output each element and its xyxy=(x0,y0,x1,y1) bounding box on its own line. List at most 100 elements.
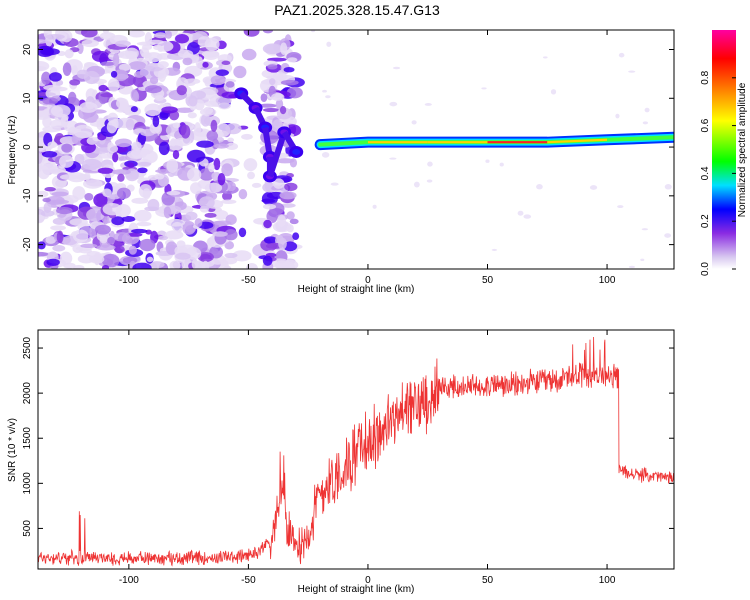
noise-blob xyxy=(206,130,219,141)
x-tick-label: 50 xyxy=(482,575,494,586)
noise-blob xyxy=(154,173,165,180)
noise-blob xyxy=(38,241,46,250)
noise-blob xyxy=(536,184,543,190)
noise-blob xyxy=(278,237,287,250)
noise-blob xyxy=(224,252,238,258)
noise-blob xyxy=(166,158,179,173)
noise-blob xyxy=(187,167,202,182)
noise-blob xyxy=(251,182,262,188)
spectrogram-signal-track xyxy=(234,87,674,183)
noise-blob xyxy=(245,263,258,269)
spectrogram-x-ticks: -100 -50 0 50 100 xyxy=(119,30,616,286)
noise-blob xyxy=(176,85,187,96)
noise-blob xyxy=(243,30,260,37)
noise-blob xyxy=(225,81,235,88)
colorbar-tick-label: 0.0 xyxy=(700,262,711,276)
noise-blob xyxy=(262,107,280,113)
noise-blob xyxy=(201,260,210,269)
noise-blob xyxy=(93,193,108,208)
noise-blob xyxy=(424,103,432,106)
y-tick-label: -10 xyxy=(22,188,33,203)
noise-blob xyxy=(263,219,272,229)
noise-blob xyxy=(127,162,135,168)
noise-blob xyxy=(280,42,288,55)
noise-blob xyxy=(125,118,135,131)
noise-blob xyxy=(128,245,137,255)
noise-blob xyxy=(618,52,625,58)
noise-blob xyxy=(204,212,217,218)
colorbar: 0.0 0.2 0.4 0.6 0.8 Normalized spectral ampl… xyxy=(700,30,748,276)
noise-blob xyxy=(180,124,191,139)
x-tick-label: 100 xyxy=(599,575,616,586)
noise-blob xyxy=(64,49,74,59)
noise-blob xyxy=(542,56,548,59)
noise-blob xyxy=(124,47,139,60)
noise-blob xyxy=(115,40,131,47)
noise-blob xyxy=(114,138,132,148)
noise-blob xyxy=(128,30,145,38)
colorbar-ticks: 0.0 0.2 0.4 0.6 0.8 xyxy=(700,70,736,276)
noise-blob xyxy=(138,184,153,199)
noise-blob xyxy=(279,191,297,200)
x-tick-label: -100 xyxy=(119,275,139,286)
noise-blob xyxy=(263,236,278,244)
noise-blob xyxy=(260,93,268,102)
noise-blob xyxy=(131,197,149,204)
y-tick-label: 500 xyxy=(22,520,33,537)
noise-blob xyxy=(38,61,50,72)
noise-blob xyxy=(286,224,294,233)
noise-blob xyxy=(269,78,276,86)
signal-link xyxy=(267,131,288,178)
noise-blob xyxy=(212,231,228,237)
noise-blob xyxy=(224,241,235,250)
noise-blob xyxy=(118,63,131,71)
noise-blob xyxy=(392,66,401,70)
noise-blob xyxy=(202,61,209,68)
noise-blob xyxy=(61,143,73,153)
noise-blob xyxy=(272,72,288,81)
noise-blob xyxy=(215,69,229,76)
noise-blob xyxy=(88,254,105,264)
noise-blob xyxy=(84,193,94,201)
noise-blob xyxy=(137,167,148,174)
noise-blob xyxy=(45,235,57,244)
noise-blob xyxy=(112,169,131,175)
noise-blob xyxy=(102,264,110,269)
noise-blob xyxy=(238,188,248,200)
noise-blob xyxy=(241,133,253,140)
noise-blob xyxy=(148,261,165,269)
y-tick-label: 2000 xyxy=(22,382,33,405)
noise-blob xyxy=(45,195,65,205)
noise-blob xyxy=(272,119,283,129)
noise-blob xyxy=(137,161,152,166)
noise-blob xyxy=(217,172,226,186)
noise-blob xyxy=(523,214,532,219)
noise-blob xyxy=(38,39,48,44)
noise-blob xyxy=(40,210,55,217)
noise-blob xyxy=(210,119,218,132)
noise-blob xyxy=(40,48,60,56)
spectrogram-y-ticks: -20 -10 0 10 20 xyxy=(22,44,674,252)
noise-blob xyxy=(214,143,229,149)
noise-blob xyxy=(330,182,339,186)
noise-blob xyxy=(73,265,85,269)
noise-blob xyxy=(289,218,299,225)
snr-y-ticks: 500 1000 1500 2000 2500 xyxy=(22,336,674,537)
noise-blob xyxy=(94,224,112,235)
noise-blob xyxy=(195,56,204,69)
noise-blob xyxy=(286,57,298,63)
noise-blob xyxy=(96,244,116,251)
y-tick-label: 10 xyxy=(22,92,33,104)
noise-blob xyxy=(38,110,44,118)
spectrogram-y-label: Frequency (Hz) xyxy=(7,116,18,185)
noise-blob xyxy=(262,43,283,55)
noise-blob xyxy=(144,85,162,94)
snr-series-line xyxy=(38,336,674,567)
snr-frame xyxy=(37,329,675,570)
noise-blob xyxy=(102,30,109,34)
noise-blob xyxy=(81,39,99,48)
noise-blob xyxy=(197,252,214,262)
signal-core-segment xyxy=(607,136,674,141)
noise-blob xyxy=(79,101,98,113)
